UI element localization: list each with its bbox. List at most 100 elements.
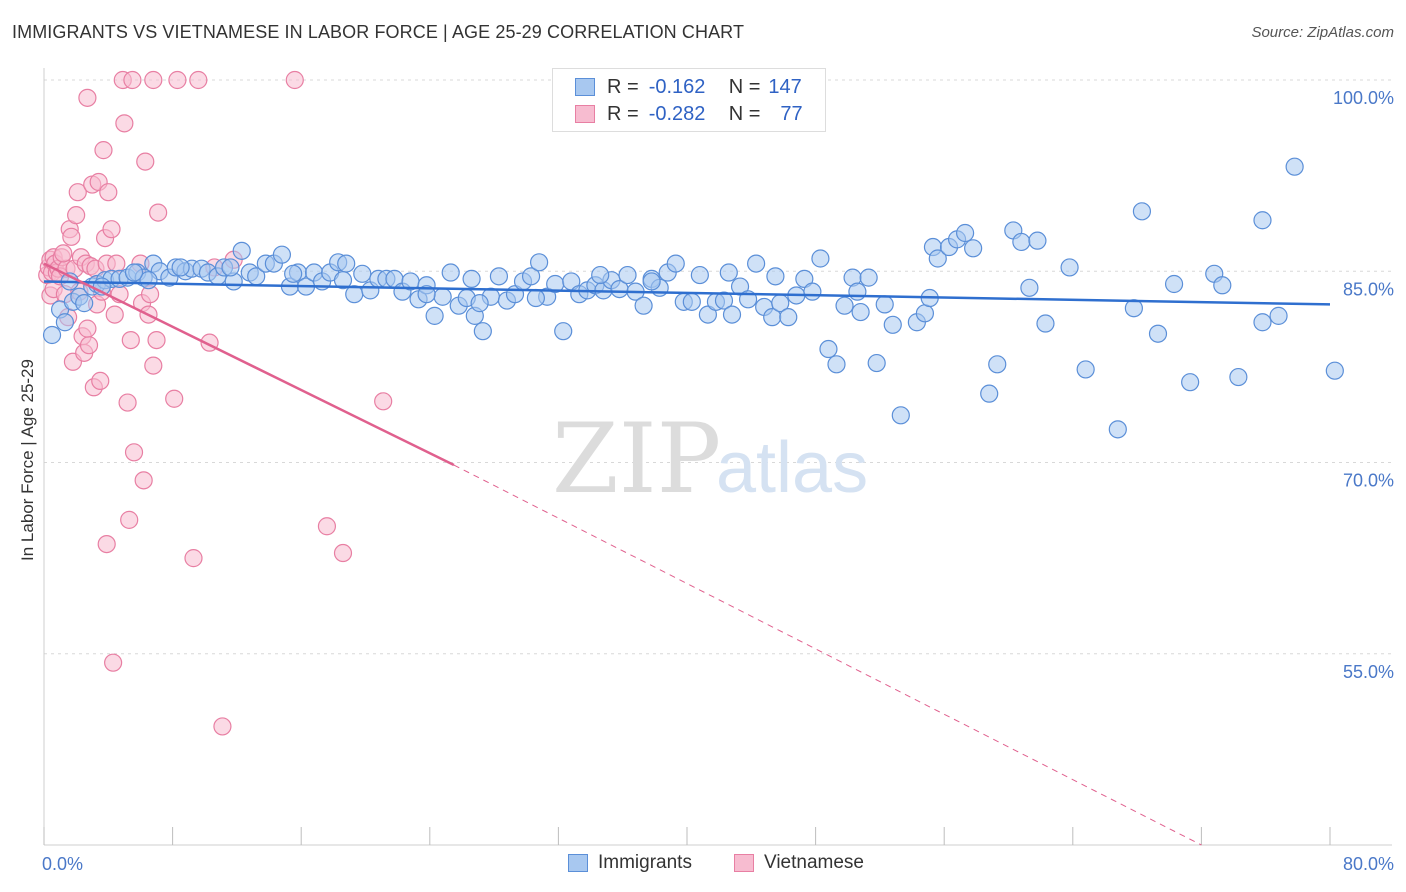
vietnamese-point: [189, 70, 208, 90]
immigrants-point: [473, 322, 492, 341]
vietnamese-point: [144, 356, 163, 375]
vietnamese-legend-swatch: [734, 854, 754, 872]
immigrants-point: [521, 267, 541, 286]
vietnamese-point: [147, 331, 166, 350]
immigrants-point: [722, 305, 742, 324]
immigrants-point: [642, 272, 661, 291]
immigrants-point: [859, 268, 878, 287]
immigrants-point: [928, 249, 947, 268]
immigrants-point: [634, 296, 653, 315]
legend-row-vietnamese: R = -0.282 N = 77: [553, 101, 803, 127]
series-legend: Immigrants Vietnamese: [0, 852, 1406, 878]
immigrants-point: [425, 306, 444, 325]
immigrants-point: [848, 282, 867, 301]
vietnamese-point: [165, 389, 184, 408]
immigrants-trend-line: [43, 280, 1331, 306]
immigrants-point: [827, 355, 846, 374]
immigrants-point: [1076, 360, 1095, 379]
immigrants-point: [1108, 420, 1127, 439]
legend-r-label: R =: [607, 75, 639, 98]
vietnamese-point: [184, 549, 203, 568]
legend-n-value: 147: [768, 75, 802, 98]
immigrants-point: [232, 241, 251, 260]
immigrants-point: [819, 339, 838, 359]
immigrants-point: [1020, 278, 1039, 297]
chart-title: IMMIGRANTS VS VIETNAMESE IN LABOR FORCE …: [12, 22, 745, 42]
immigrants-point: [988, 355, 1007, 374]
immigrants-point: [835, 296, 854, 315]
vietnamese-point: [317, 517, 337, 536]
y-tick-label: 55.0%: [1343, 662, 1394, 682]
immigrants-point: [526, 288, 545, 308]
watermark-zip: ZIP: [552, 403, 721, 515]
immigrants-points: [42, 157, 1344, 439]
vietnamese-point: [121, 331, 140, 350]
immigrants-point: [284, 264, 303, 283]
immigrants-point: [666, 254, 685, 273]
immigrants-point: [1060, 258, 1079, 277]
immigrants-point: [875, 295, 894, 314]
vietnamese-point: [97, 534, 116, 554]
immigrants-point: [554, 322, 573, 341]
legend-r-label: R =: [607, 102, 639, 125]
vietnamese-point: [118, 393, 137, 412]
vietnamese-point: [149, 203, 168, 222]
immigrants-point: [221, 258, 240, 277]
immigrants-point: [719, 263, 738, 282]
immigrants-point: [955, 223, 975, 243]
legend-item-vietnamese[interactable]: Vietnamese: [734, 852, 864, 874]
immigrants-point: [851, 302, 870, 322]
legend-r-value: -0.162: [648, 75, 706, 98]
immigrants-point: [867, 353, 886, 373]
immigrants-point: [811, 249, 830, 268]
vietnamese-point: [102, 220, 121, 239]
y-tick-label: 85.0%: [1343, 279, 1394, 299]
vietnamese-point: [104, 653, 123, 672]
immigrants-point: [1124, 299, 1143, 318]
legend-n-label: N =: [728, 75, 761, 98]
immigrants-point: [433, 287, 452, 306]
immigrants-point: [766, 267, 785, 286]
vietnamese-point: [333, 543, 353, 563]
vietnamese-point: [144, 70, 163, 90]
immigrants-point: [55, 313, 74, 332]
legend-item-immigrants[interactable]: Immigrants: [568, 852, 692, 874]
immigrants-point: [1148, 324, 1168, 343]
vietnamese-point: [124, 443, 144, 462]
vietnamese-point: [374, 392, 393, 411]
immigrants-point: [530, 253, 549, 272]
vietnamese-point: [136, 152, 155, 171]
immigrants-point: [964, 239, 983, 258]
correlation-legend: R = -0.162 N = 147 R = -0.282 N = 77: [552, 68, 826, 132]
legend-r-value: -0.282: [648, 102, 706, 125]
immigrants-point: [1012, 232, 1031, 252]
immigrants-point: [1253, 313, 1272, 332]
immigrants-point: [891, 406, 910, 425]
immigrants-point: [714, 291, 734, 310]
immigrants-point: [1028, 231, 1047, 250]
immigrants-point: [1325, 361, 1344, 380]
vietnamese-point: [62, 227, 81, 246]
vietnamese-point: [107, 254, 126, 273]
immigrants-point: [489, 267, 509, 286]
immigrants-point: [272, 245, 292, 264]
vietnamese-point: [94, 141, 113, 160]
vietnamese-point: [91, 371, 110, 390]
immigrants-point: [333, 271, 353, 290]
immigrants-point: [1181, 373, 1200, 392]
immigrants-point: [1253, 211, 1272, 230]
immigrants-point: [441, 263, 460, 282]
immigrants-point: [618, 265, 637, 285]
immigrants-point: [417, 285, 436, 304]
vietnamese-trend-extension: [453, 464, 1202, 846]
immigrants-point: [1269, 306, 1288, 325]
vietnamese-point: [78, 319, 97, 338]
immigrants-point: [803, 282, 822, 301]
vietnamese-point: [105, 305, 124, 324]
immigrants-legend-swatch: [568, 854, 588, 872]
x-tick-label-max: 80.0%: [1343, 854, 1394, 874]
immigrants-point: [980, 384, 999, 403]
immigrants-point: [1036, 314, 1055, 333]
vietnamese-point: [68, 183, 87, 202]
vietnamese-point: [168, 70, 187, 90]
